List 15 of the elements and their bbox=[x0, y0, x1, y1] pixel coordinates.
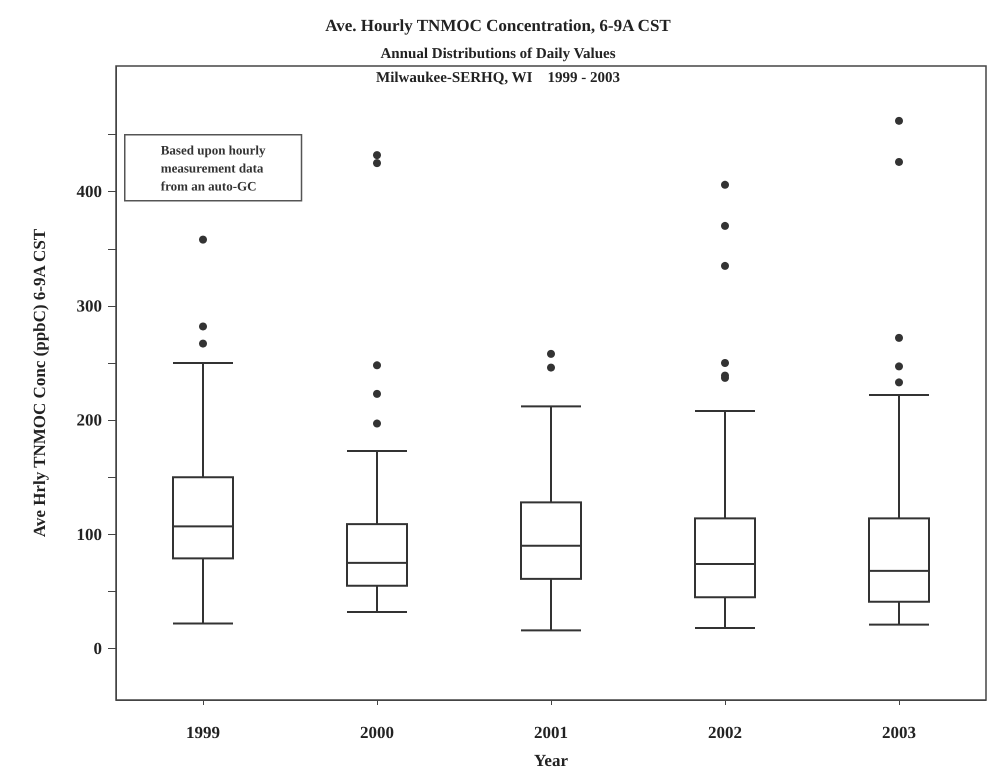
y-tick-label: 300 bbox=[76, 296, 102, 316]
annotation: Based upon hourly measurement data from an auto-GC bbox=[160, 142, 266, 194]
x-axis-title: Year bbox=[534, 751, 568, 770]
y-tick-label: 0 bbox=[94, 639, 102, 658]
y-tick-label: 100 bbox=[76, 524, 102, 544]
y-tick-label: 200 bbox=[76, 410, 102, 430]
x-tick-label: 2002 bbox=[708, 723, 742, 742]
x-tick-label: 2003 bbox=[882, 723, 916, 742]
x-tick-label: 1999 bbox=[186, 723, 220, 742]
chart-title: Ave. Hourly TNMOC Concentration, 6-9A CST bbox=[325, 16, 672, 35]
x-tick-label: 2000 bbox=[360, 723, 394, 742]
y-tick-label: 400 bbox=[76, 182, 102, 202]
x-tick-label: 2001 bbox=[534, 723, 568, 742]
chart-subtitle: Annual Distributions of Daily Values Milwaukee-SERHQ, WI 1999 - 2003 bbox=[376, 46, 620, 86]
y-axis-title: Ave Hrly TNMOC Conc (ppbC) 6-9A CST bbox=[30, 228, 49, 538]
